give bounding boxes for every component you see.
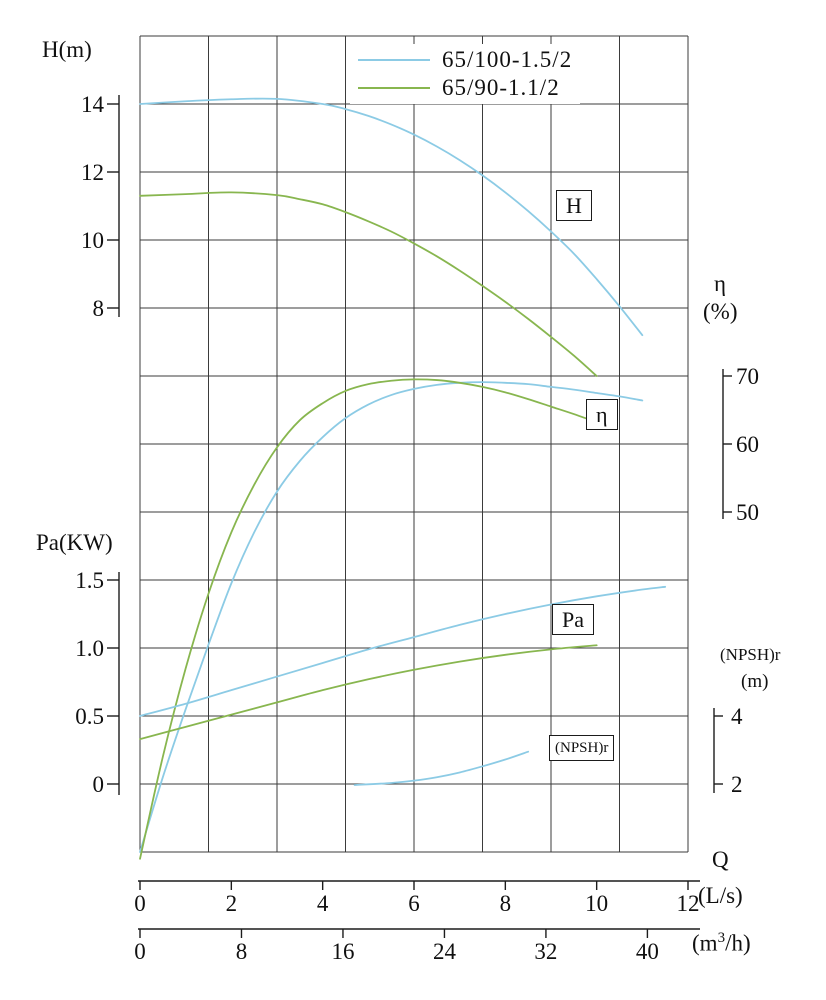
m3h-unit-sup: 3 (717, 930, 726, 946)
eta-axis-title: η (714, 271, 727, 296)
curve-label-NPSH: (NPSH)r (549, 735, 615, 761)
legend: 65/100-1.5/2 65/90-1.1/2 (350, 44, 581, 104)
h-axis-title: H(m) (42, 37, 92, 62)
tick-label: 4 (317, 891, 329, 916)
tick-label: 8 (93, 296, 105, 321)
m3h-unit-part1: (m (692, 930, 718, 956)
tick-label: 0 (134, 939, 146, 964)
ls-unit-label: (L/s) (698, 883, 743, 908)
curve-label-H: H (556, 190, 592, 221)
curve-NPSH (353, 750, 530, 786)
pa-axis-title: Pa(KW) (36, 530, 113, 555)
tick-label: 0 (134, 891, 146, 916)
curve-H (139, 191, 598, 377)
tick-label: 70 (736, 364, 759, 389)
tick-label: 50 (736, 500, 759, 525)
legend-label-65-90: 65/90-1.1/2 (442, 75, 560, 100)
curve-eta (139, 381, 644, 853)
tick-label: 2 (731, 772, 743, 797)
curve-Pa (139, 585, 667, 717)
curves (139, 97, 667, 860)
axes (107, 95, 732, 938)
tick-label: 12 (81, 160, 104, 185)
curve-label-eta: η (586, 399, 618, 430)
npsh-axis-unit: (m) (741, 671, 769, 692)
npsh-axis-title: (NPSH)r (720, 645, 781, 664)
tick-label: 14 (81, 92, 105, 117)
tick-label: 2 (226, 891, 238, 916)
curve-label-Pa: Pa (552, 604, 594, 635)
legend-line-green-icon (358, 87, 430, 89)
curve-eta (139, 378, 598, 860)
tick-label: 0.5 (75, 704, 104, 729)
tick-label: 10 (585, 891, 608, 916)
legend-item-65-100: 65/100-1.5/2 (358, 46, 572, 74)
tick-label: 4 (731, 704, 743, 729)
tick-label: 1.5 (75, 568, 104, 593)
m3h-unit-label: (m3/h) (692, 930, 751, 956)
legend-line-blue-icon (358, 59, 430, 61)
tick-label: 12 (677, 891, 700, 916)
curve-H (139, 97, 644, 337)
grid (139, 35, 689, 853)
legend-item-65-90: 65/90-1.1/2 (358, 74, 572, 102)
tick-label: 6 (408, 891, 420, 916)
eta-axis-unit: (%) (703, 299, 738, 324)
tick-label: 32 (534, 939, 557, 964)
tick-label: 8 (236, 939, 248, 964)
q-axis-title: Q (712, 847, 729, 872)
tick-label: 1.0 (75, 636, 104, 661)
tick-label: 60 (736, 432, 759, 457)
legend-label-65-100: 65/100-1.5/2 (442, 47, 573, 72)
tick-label: 8 (500, 891, 512, 916)
tick-label: 16 (331, 939, 354, 964)
tick-label: 0 (93, 772, 105, 797)
m3h-unit-part2: /h) (725, 930, 751, 956)
tick-label: 24 (433, 939, 457, 964)
tick-label: 10 (81, 228, 104, 253)
tick-label: 40 (636, 939, 659, 964)
curve-Pa (139, 644, 598, 741)
